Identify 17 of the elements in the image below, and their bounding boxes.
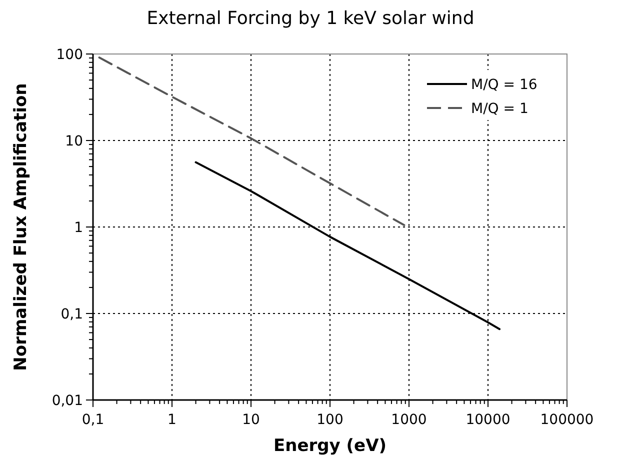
x-tick-label: 0,1 [82,412,104,428]
x-tick-label: 10 [242,412,260,428]
x-axis-title: Energy (eV) [273,436,387,456]
x-tick-label: 1000 [391,412,427,428]
chart-title: External Forcing by 1 keV solar wind [146,8,474,29]
y-tick-label: 1 [74,220,83,236]
legend-label: M/Q = 16 [471,76,538,93]
y-tick-label: 0,01 [52,392,83,409]
x-tick-label: 10000 [466,412,510,428]
legend-label: M/Q = 1 [471,100,528,117]
x-tick-label: 100000 [540,412,594,428]
x-tick-label: 100 [316,412,344,428]
y-axis-title: Normalized Flux Amplification [11,83,31,371]
y-tick-label: 10 [65,133,83,150]
y-tick-label: 100 [56,46,83,63]
x-tick-label: 1 [168,412,176,428]
y-tick-label: 0,1 [60,306,83,322]
